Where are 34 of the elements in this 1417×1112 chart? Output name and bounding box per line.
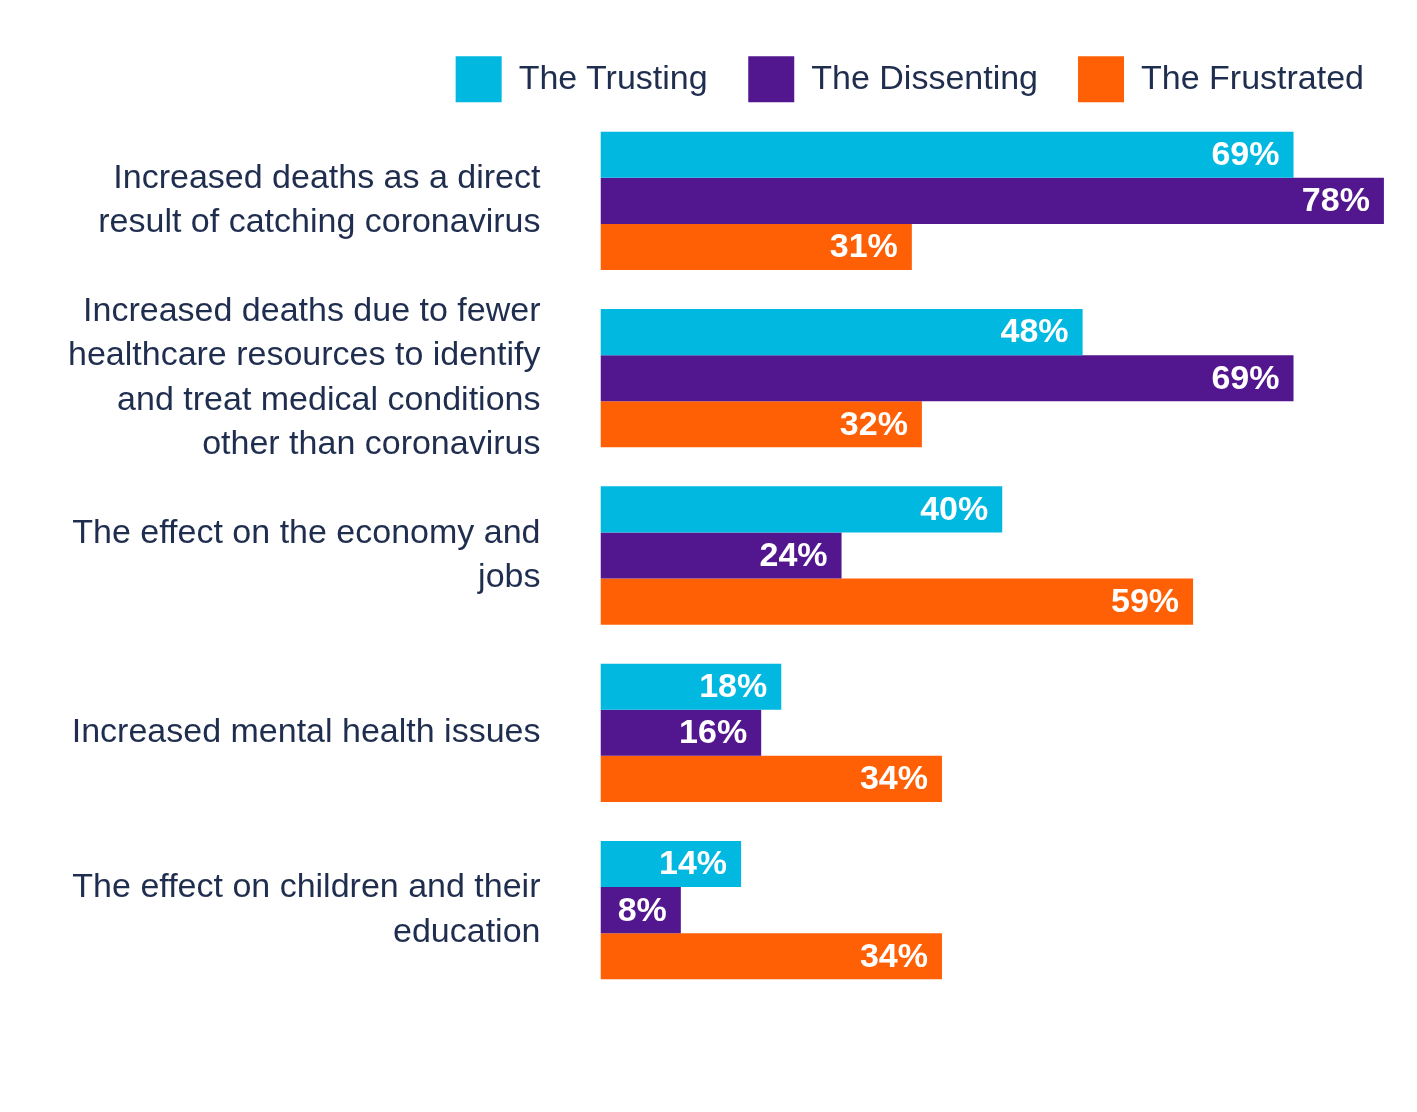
y-tick-label: Increased deaths as a direct result of catching coronavirus [98,157,542,240]
bar [600,933,942,980]
data-label: 32% [839,403,908,442]
bar [600,177,1384,224]
y-tick-label: Increased mental health issues [71,711,541,750]
data-label: 18% [699,666,768,705]
data-label: 14% [659,843,728,882]
data-label: 34% [859,758,928,797]
data-label: 48% [1000,311,1069,350]
data-label: 16% [679,712,748,751]
data-label: 59% [1111,580,1180,619]
y-tick-label: The effect on the economy and jobs [72,511,541,594]
data-label: 8% [617,889,667,928]
legend-label: The Frustrated [1141,57,1365,96]
y-tick-label: Increased deaths due to fewer healthcare resources to identify and treat medical conditions other than coronavirus [68,290,541,461]
bar [600,578,1194,625]
bar [600,486,1003,533]
bar [600,401,922,448]
bar [600,532,842,579]
bar [600,755,942,802]
data-label: 34% [859,935,928,974]
data-label: 69% [1211,134,1280,173]
y-tick-label: The effect on children and their education [72,866,541,949]
legend-label: The Trusting [518,57,708,96]
data-label: 69% [1211,357,1280,396]
data-label: 40% [920,488,989,527]
bar [600,309,1083,356]
bar [600,223,912,271]
bar [600,355,1294,402]
bar [600,131,1294,178]
data-label: 24% [759,534,828,573]
data-label: 78% [1301,180,1370,219]
data-label: 31% [829,226,898,265]
legend-label: The Dissenting [811,57,1039,96]
